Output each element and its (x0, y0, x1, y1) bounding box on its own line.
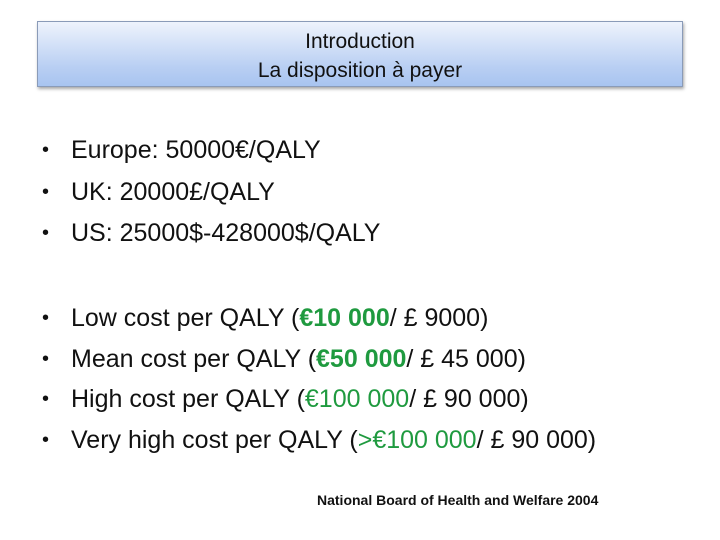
bullet-icon: • (42, 428, 50, 451)
item-text: UK: 20000£/QALY (71, 177, 275, 206)
bullet-icon: • (42, 180, 50, 203)
list-item: • Europe: 50000€/QALY (42, 130, 381, 172)
bullet-icon: • (42, 388, 50, 410)
title-line-2: La disposition à payer (257, 59, 463, 82)
list-item: • UK: 20000£/QALY (42, 172, 381, 214)
list-item: • Very high cost per QALY (>€100 000/ £ 9… (42, 420, 596, 461)
bullet-icon: • (42, 347, 50, 370)
euro-value: €100 000 (304, 385, 410, 413)
item-prefix: Very high cost per QALY ( (71, 425, 358, 454)
title-line-1: Introduction (305, 30, 415, 53)
item-suffix: / £ 9000) (389, 304, 489, 332)
item-suffix: / £ 45 000) (406, 344, 526, 373)
item-prefix: Mean cost per QALY ( (71, 344, 317, 373)
list-item: • US: 25000$-428000$/QALY (42, 213, 381, 255)
list-item: • High cost per QALY (€100 000/ £ 90 000) (42, 379, 596, 420)
item-text: Europe: 50000€/QALY (71, 136, 321, 164)
item-suffix: / £ 90 000) (476, 425, 597, 454)
item-text: US: 25000$-428000$/QALY (71, 219, 381, 247)
item-prefix: Low cost per QALY ( (71, 304, 300, 332)
source-citation: National Board of Health and Welfare 200… (317, 492, 599, 508)
euro-value: €50 000 (316, 344, 407, 373)
cost-categories-list: • Low cost per QALY (€10 000/ £ 9000) • Me… (42, 298, 596, 460)
bullet-icon: • (42, 307, 50, 329)
list-item: • Low cost per QALY (€10 000/ £ 9000) (42, 298, 596, 339)
bullet-icon: • (42, 139, 50, 161)
item-prefix: High cost per QALY ( (71, 385, 305, 413)
list-item: • Mean cost per QALY (€50 000/ £ 45 000) (42, 339, 596, 380)
euro-value: >€100 000 (357, 425, 477, 454)
wtp-thresholds-list: • Europe: 50000€/QALY • UK: 20000£/QALY • U… (42, 130, 381, 255)
slide-title: Introduction La disposition à payer (37, 21, 683, 87)
bullet-icon: • (42, 222, 50, 244)
euro-value: €10 000 (299, 304, 390, 332)
item-suffix: / £ 90 000) (409, 385, 529, 413)
